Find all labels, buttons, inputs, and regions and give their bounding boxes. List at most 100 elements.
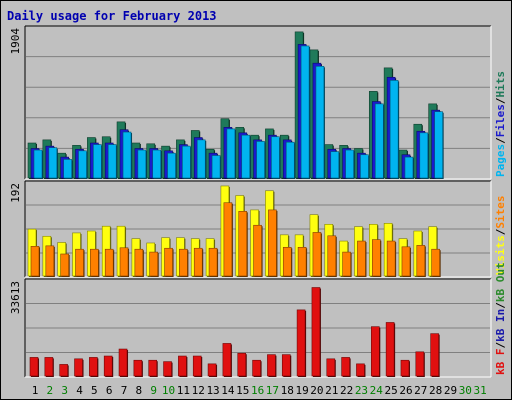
bar-sites <box>297 246 307 277</box>
legend-item-kb_out: kB Out <box>494 262 507 302</box>
bar-kb_f <box>252 359 261 377</box>
x-tick-label: 8 <box>136 384 143 397</box>
x-tick-label: 28 <box>429 384 442 397</box>
panel-hits-files-pages: 1904 Pages/Files/Hits <box>9 25 507 180</box>
bar-sites <box>30 246 40 277</box>
bar-kb_f <box>89 357 98 377</box>
legend-item-files: Files <box>494 104 507 137</box>
bar-pages <box>48 147 58 179</box>
bar-pages <box>93 144 102 179</box>
bar-sites <box>357 240 366 277</box>
x-tick-label: 16 <box>251 384 264 397</box>
panel-visits-sites: 192 Visits/Sites <box>9 180 507 278</box>
x-tick-label: 30 <box>459 384 472 397</box>
bar-kb_f <box>148 359 158 377</box>
x-tick-label: 2 <box>47 384 54 397</box>
bar-kb_f <box>326 358 336 377</box>
bar-pages <box>241 134 251 179</box>
bar-pages <box>300 45 310 179</box>
legend-separator: / <box>494 228 507 235</box>
x-tick-label: 4 <box>76 384 83 397</box>
bar-kb_f <box>356 363 365 377</box>
bar-kb_f <box>341 357 350 377</box>
bar-sites <box>268 209 277 277</box>
bar-pages <box>419 132 429 179</box>
legend-item-kb_f: kB F <box>494 349 507 376</box>
x-tick-label: 15 <box>236 384 249 397</box>
bar-pages <box>152 149 162 179</box>
bar-sites <box>416 245 426 277</box>
bar-pages <box>434 111 443 179</box>
legend-item-kb_in: kB In <box>494 309 507 342</box>
bar-sites <box>401 246 411 277</box>
x-tick-label: 14 <box>221 384 235 397</box>
bar-sites <box>75 248 84 277</box>
x-tick-label: 31 <box>474 384 487 397</box>
x-tick-label: 13 <box>206 384 219 397</box>
bar-kb_f <box>59 364 68 377</box>
x-tick-label: 27 <box>414 384 427 397</box>
legend-item-hits: Hits <box>494 71 507 98</box>
bar-pages <box>256 141 265 179</box>
bar-kb_f <box>29 357 39 377</box>
bar-sites <box>238 211 248 277</box>
bar-kb_f <box>192 355 202 377</box>
bar-kb_f <box>267 354 276 377</box>
bar-kb_f <box>207 363 217 377</box>
bar-kb_f <box>370 326 380 377</box>
x-tick-label: 24 <box>370 384 384 397</box>
bar-sites <box>60 253 69 277</box>
bar-pages <box>271 136 280 179</box>
x-tick-label: 21 <box>325 384 338 397</box>
bar-sites <box>149 251 159 277</box>
bar-sites <box>327 235 337 277</box>
x-tick-label: 11 <box>177 384 190 397</box>
legend-separator: / <box>494 97 507 104</box>
bar-kb_f <box>44 357 54 377</box>
bar-pages <box>285 141 295 179</box>
bar-sites <box>253 224 262 277</box>
legend-item-visits: Visits <box>494 235 507 275</box>
bar-pages <box>226 128 236 179</box>
x-tick-label: 18 <box>281 384 294 397</box>
legend-hits-files-pages: Pages/Files/Hits <box>494 71 507 177</box>
x-tick-label: 7 <box>121 384 128 397</box>
bar-sites <box>164 247 173 277</box>
bar-pages <box>315 66 325 179</box>
bar-pages <box>389 80 399 179</box>
bar-pages <box>33 149 43 179</box>
chart-title: Daily usage for February 2013 <box>7 9 217 23</box>
bar-sites <box>134 248 144 277</box>
bar-kb_f <box>222 343 232 377</box>
bar-kb_f <box>103 355 113 377</box>
bar-sites <box>431 248 440 277</box>
bar-pages <box>211 155 221 179</box>
bar-kb_f <box>296 309 306 377</box>
x-tick-label: 12 <box>192 384 205 397</box>
bar-sites <box>371 239 381 277</box>
legend-separator: / <box>494 342 507 349</box>
x-tick-label: 19 <box>295 384 308 397</box>
legend-separator: / <box>494 302 507 309</box>
x-tick-label: 1 <box>32 384 39 397</box>
bar-kb_f <box>281 354 291 377</box>
x-tick-label: 5 <box>91 384 98 397</box>
bar-sites <box>179 248 188 277</box>
bar-kb_f <box>74 358 83 377</box>
bar-sites <box>119 247 129 277</box>
bar-kb_f <box>385 322 395 377</box>
bar-sites <box>342 251 351 277</box>
bar-kb_f <box>118 348 128 377</box>
legend-item-sites: Sites <box>494 196 507 229</box>
x-tick-label: 23 <box>355 384 368 397</box>
y-max-label: 1904 <box>9 28 22 55</box>
bar-kb_f <box>163 361 172 377</box>
y-max-label: 33613 <box>9 281 22 314</box>
x-tick-label: 25 <box>385 384 398 397</box>
x-tick-label: 17 <box>266 384 279 397</box>
bar-sites <box>45 245 55 277</box>
x-tick-label: 3 <box>61 384 68 397</box>
x-tick-label: 9 <box>150 384 157 397</box>
